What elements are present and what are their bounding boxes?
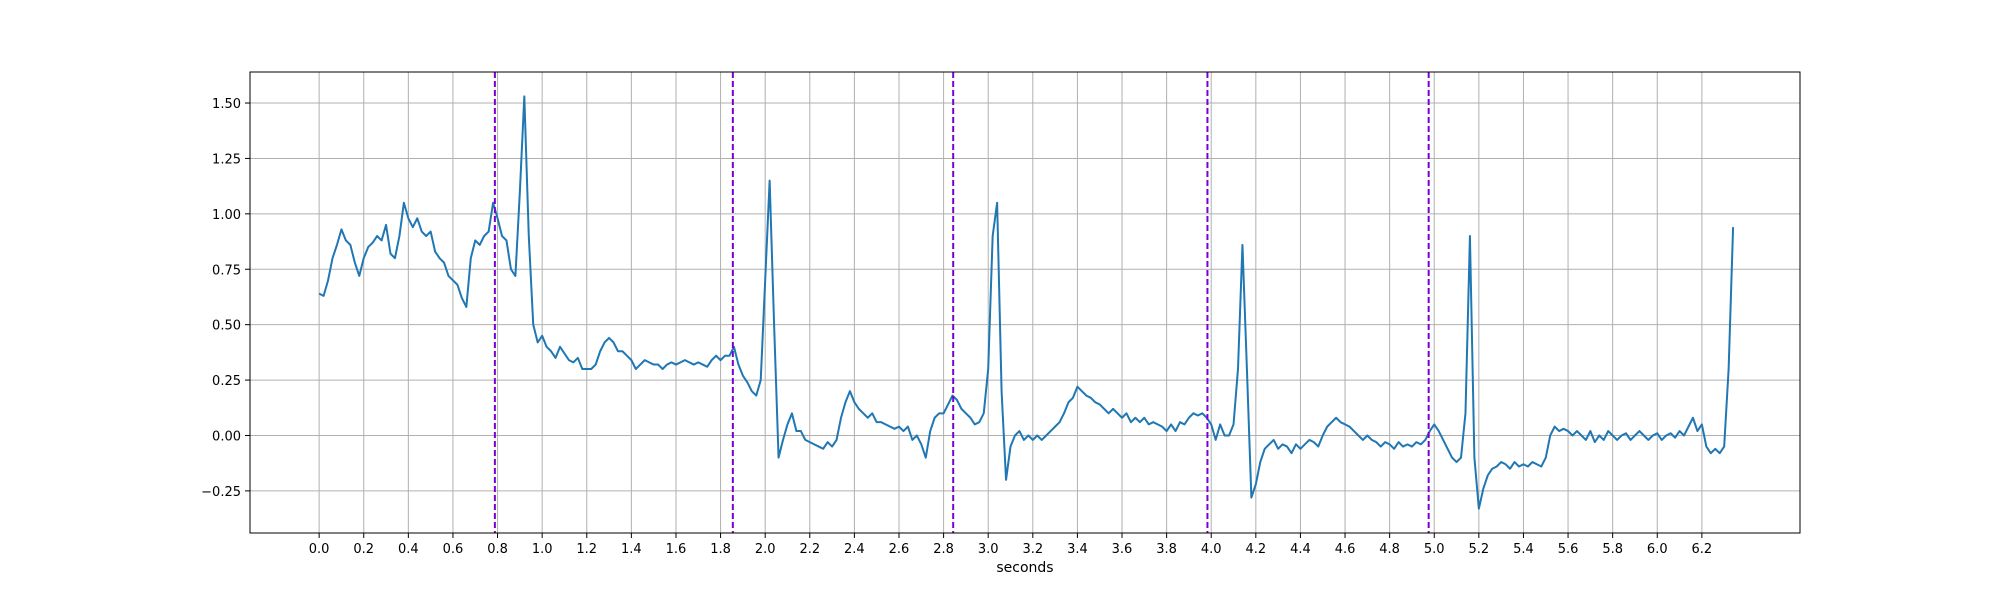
signal-series-line — [318, 95, 1735, 510]
y-tick-label: 0.25 — [212, 374, 241, 389]
x-tick-label: 5.8 — [1602, 542, 1623, 557]
x-tick-label: 0.4 — [398, 542, 419, 557]
x-tick-label: 6.0 — [1647, 542, 1668, 557]
grid — [250, 72, 1800, 533]
y-tick-label: 1.00 — [212, 208, 241, 223]
x-tick-label: 0.0 — [309, 542, 330, 557]
x-tick-label: 3.0 — [978, 542, 999, 557]
x-tick-label: 1.6 — [666, 542, 687, 557]
x-axis-label: seconds — [996, 560, 1053, 576]
y-tick-label: 0.00 — [212, 429, 241, 444]
x-tick-label: 4.0 — [1201, 542, 1222, 557]
x-tick-label: 2.8 — [933, 542, 954, 557]
y-tick-label: −0.25 — [201, 485, 241, 500]
x-tick-label: 3.2 — [1022, 542, 1043, 557]
x-tick-label: 2.0 — [755, 542, 776, 557]
x-tick-label: 4.8 — [1379, 542, 1400, 557]
x-tick-label: 5.6 — [1558, 542, 1579, 557]
x-tick-label: 0.8 — [487, 542, 508, 557]
x-tick-label: 4.6 — [1335, 542, 1356, 557]
x-tick-label: 1.8 — [710, 542, 731, 557]
x-tick-label: 2.2 — [799, 542, 820, 557]
x-tick-label: 5.0 — [1424, 542, 1445, 557]
x-tick-label: 5.2 — [1469, 542, 1490, 557]
x-tick-label: 4.4 — [1290, 542, 1311, 557]
y-tick-label: 0.50 — [212, 319, 241, 334]
series-layer — [318, 95, 1735, 510]
y-tick-label: 1.50 — [212, 97, 241, 112]
x-tick-label: 5.4 — [1513, 542, 1534, 557]
x-tick-label: 4.2 — [1245, 542, 1266, 557]
y-tick-label: 1.25 — [212, 152, 241, 167]
x-tick-label: 2.6 — [889, 542, 910, 557]
x-tick-label: 3.6 — [1112, 542, 1133, 557]
x-tick-label: 1.2 — [576, 542, 597, 557]
x-tick-label: 6.2 — [1692, 542, 1713, 557]
y-tick-label: 0.75 — [212, 263, 241, 278]
x-tick-label: 0.2 — [353, 542, 374, 557]
x-tick-label: 3.8 — [1156, 542, 1177, 557]
marker-lines — [493, 72, 1430, 533]
x-tick-label: 1.4 — [621, 542, 642, 557]
y-axis-ticks: −0.25 0.00 0.25 0.50 0.75 1.00 1.25 1.50 — [201, 97, 250, 500]
x-tick-label: 2.4 — [844, 542, 865, 557]
x-tick-label: 3.4 — [1067, 542, 1088, 557]
x-tick-label: 1.0 — [532, 542, 553, 557]
plot-frame — [249, 71, 1801, 534]
x-axis-ticks: 0.0 0.2 0.4 0.6 0.8 1.0 1.2 1.4 1.6 1.8 2.0 2.2 2.4 2… — [309, 533, 1712, 557]
x-tick-label: 0.6 — [443, 542, 464, 557]
